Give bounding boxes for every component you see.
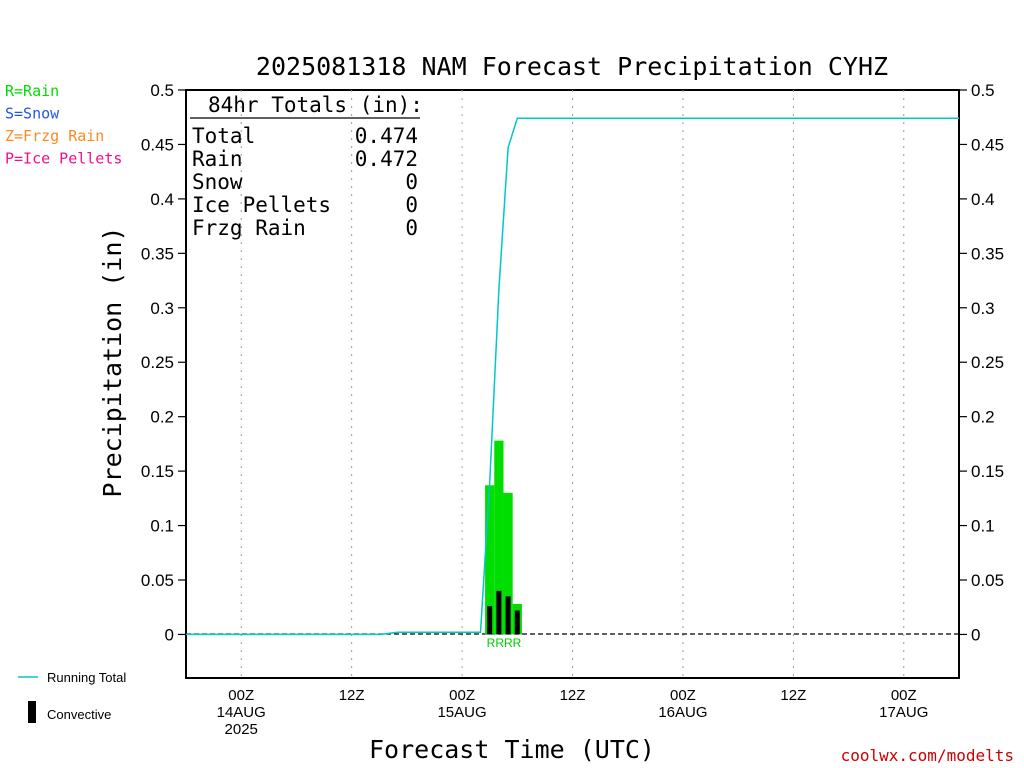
x-tick-label: 00Z — [449, 687, 475, 704]
precip-type-marks: RRRR — [487, 636, 522, 650]
y-tick-label: 0 — [165, 625, 174, 644]
y-tick-label-right: 0.1 — [971, 517, 995, 536]
totals-box: 84hr Totals (in): Total 0.474 Rain 0.472 Sno… — [190, 93, 423, 240]
y-tick-label-right: 0.25 — [971, 353, 1004, 372]
x-axis-label: Forecast Time (UTC) — [369, 735, 655, 764]
y-tick-label: 0.2 — [150, 408, 174, 427]
totals-row-value: 0 — [405, 216, 418, 240]
series-legend: Running Total Convective — [18, 670, 126, 723]
y-tick-label: 0.05 — [141, 571, 174, 590]
totals-row-value: 0 — [405, 170, 418, 194]
convective-bar — [496, 590, 502, 635]
y-tick-label: 0.1 — [150, 517, 174, 536]
y-tick-label-right: 0.35 — [971, 244, 1004, 263]
precip-type-key-item: R=Rain — [5, 82, 59, 100]
totals-row-label: Rain — [192, 147, 243, 171]
y-tick-label-right: 0.5 — [971, 81, 995, 100]
y-tick-label-right: 0 — [971, 625, 980, 644]
y-axis-label: Precipitation (in) — [98, 227, 127, 498]
x-tick-label: 12Z — [560, 687, 586, 704]
y-tick-label: 0.15 — [141, 462, 174, 481]
precip-type-key-item: P=Ice Pellets — [5, 150, 122, 168]
precip-type-key-item: S=Snow — [5, 105, 60, 123]
y-tick-label-right: 0.05 — [971, 571, 1004, 590]
y-tick-label: 0.5 — [150, 81, 174, 100]
y-tick-label: 0.45 — [141, 135, 174, 154]
rain-bar — [503, 492, 513, 635]
chart-title: 2025081318 NAM Forecast Precipitation CY… — [256, 52, 888, 81]
y-tick-label-right: 0.4 — [971, 190, 995, 209]
y-tick-label-right: 0.2 — [971, 408, 995, 427]
x-tick-label: 14AUG — [217, 704, 266, 721]
y-tick-label-right: 0.3 — [971, 299, 995, 318]
running-total-line — [186, 117, 959, 636]
convective-legend-swatch — [28, 701, 36, 723]
y-tick-label: 0.25 — [141, 353, 174, 372]
y-tick-label: 0.3 — [150, 299, 174, 318]
y-axis-left: 0 0.05 0.1 0.15 0.2 0.25 0.3 0.35 0.4 0.45 0.5 — [141, 81, 186, 644]
y-tick-label: 0.35 — [141, 244, 174, 263]
convective-bars — [487, 590, 520, 635]
convective-bar — [514, 610, 520, 635]
y-tick-label-right: 0.15 — [971, 462, 1004, 481]
totals-row-value: 0.474 — [355, 124, 418, 148]
y-tick-label-right: 0.45 — [971, 135, 1004, 154]
x-tick-label: 16AUG — [658, 704, 707, 721]
x-tick-label: 12Z — [780, 687, 806, 704]
y-tick-label: 0.4 — [150, 190, 174, 209]
precip-type-key-item: Z=Frzg Rain — [5, 127, 104, 145]
totals-header: 84hr Totals (in): — [208, 93, 423, 117]
convective-legend-label: Convective — [47, 707, 111, 722]
y-axis-right: 0 0.05 0.1 0.15 0.2 0.25 0.3 0.35 0.4 0.45 0.5 — [959, 81, 1004, 644]
totals-row-label: Ice Pellets — [192, 193, 331, 217]
x-tick-label: 00Z — [228, 687, 254, 704]
totals-row-label: Snow — [192, 170, 243, 194]
x-tick-label: 12Z — [339, 687, 365, 704]
x-tick-label: 00Z — [891, 687, 917, 704]
rain-bar — [494, 440, 504, 635]
x-tick-label: 15AUG — [437, 704, 486, 721]
rain-bar — [485, 485, 495, 635]
convective-bar — [505, 596, 511, 635]
precip-type-key: R=Rain S=Snow Z=Frzg Rain P=Ice Pellets — [5, 82, 122, 168]
convective-bar — [487, 606, 493, 635]
totals-row-label: Total — [192, 124, 255, 148]
totals-row-value: 0 — [405, 193, 418, 217]
x-tick-label: 2025 — [225, 721, 258, 738]
x-tick-label: 00Z — [670, 687, 696, 704]
x-tick-label: 17AUG — [879, 704, 928, 721]
totals-row-label: Frzg Rain — [192, 216, 306, 240]
credit-text: coolwx.com/modelts — [841, 746, 1014, 765]
vertical-grid — [240, 90, 905, 678]
totals-row-value: 0.472 — [355, 147, 418, 171]
running-total-legend-label: Running Total — [47, 670, 126, 685]
